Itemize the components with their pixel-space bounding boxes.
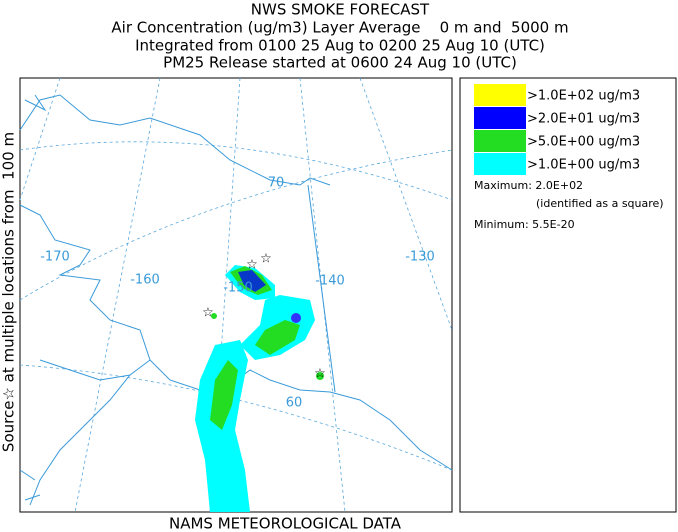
coast bbox=[19, 94, 331, 186]
maximum-note: (identified as a square) bbox=[536, 197, 664, 210]
longitude-label: -160 bbox=[130, 273, 160, 288]
coast bbox=[19, 469, 41, 501]
source-marker: ☆ bbox=[260, 252, 272, 267]
latitude-label: 70 bbox=[268, 176, 285, 191]
longitude-label: -140 bbox=[315, 274, 345, 289]
source-markers: ☆ ☆ ☆ ☆ bbox=[202, 252, 326, 382]
plume-green bbox=[316, 372, 324, 380]
footer: NAMS METEOROLOGICAL DATA bbox=[169, 515, 402, 532]
plume-green bbox=[210, 360, 238, 430]
latitude-label: 60 bbox=[286, 396, 303, 411]
plume-green bbox=[255, 320, 300, 355]
legend-label: >5.0E+00 ug/m3 bbox=[527, 135, 640, 150]
map: ☆ ☆ ☆ ☆ -170 -160 -150 -140 -130 70 60 bbox=[19, 77, 453, 513]
coast bbox=[24, 94, 47, 112]
graticule-line bbox=[359, 77, 453, 331]
maximum: Maximum: 2.0E+02 bbox=[474, 179, 583, 192]
minimum: Minimum: 5.5E-20 bbox=[474, 218, 575, 231]
legend-swatch bbox=[474, 107, 526, 129]
legend-swatch bbox=[474, 153, 526, 175]
subtitle: Air Concentration (ug/m3) Layer Average … bbox=[111, 19, 568, 37]
plume-blue bbox=[238, 270, 266, 292]
side-label: Source☆ at multiple locations from 100 m bbox=[0, 132, 18, 452]
title: NWS SMOKE FORECAST bbox=[251, 1, 430, 19]
coastline bbox=[19, 94, 453, 506]
coast bbox=[149, 359, 453, 471]
coast bbox=[29, 374, 131, 506]
smoke-plume: ☆ ☆ ☆ ☆ bbox=[195, 252, 326, 512]
source-marker: ☆ bbox=[314, 367, 326, 382]
legend: Maximum: 2.0E+02 (identified as a square… bbox=[459, 77, 677, 513]
longitude-label: -130 bbox=[405, 250, 435, 265]
source-marker: ☆ bbox=[202, 306, 214, 321]
coast bbox=[19, 204, 151, 381]
longitude-label: -170 bbox=[40, 250, 70, 265]
plume-green bbox=[211, 313, 217, 319]
legend-label: >1.0E+02 ug/m3 bbox=[527, 89, 640, 104]
border bbox=[307, 184, 336, 393]
subtitle: Integrated from 0100 25 Aug to 0200 25 A… bbox=[135, 37, 545, 55]
legend-swatch bbox=[474, 130, 526, 152]
longitude-label: -150 bbox=[223, 281, 253, 296]
plume-blue bbox=[291, 313, 301, 323]
graticule-line bbox=[74, 77, 161, 513]
legend-swatch bbox=[474, 84, 526, 106]
graticule-line bbox=[19, 149, 453, 301]
legend-label: >2.0E+01 ug/m3 bbox=[527, 112, 640, 127]
legend-label: >1.0E+00 ug/m3 bbox=[527, 158, 640, 173]
subtitle: PM25 Release started at 0600 24 Aug 10 (… bbox=[163, 54, 517, 72]
source-marker: ☆ bbox=[246, 258, 258, 273]
